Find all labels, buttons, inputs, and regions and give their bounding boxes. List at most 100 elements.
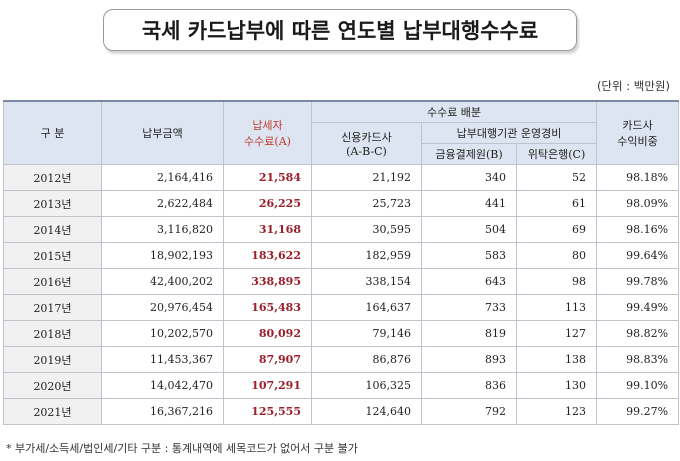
header-trust-bank: 위탁은행(C) <box>515 143 598 165</box>
cell-ratio: 98.16% <box>596 216 680 243</box>
cell-payment: 14,042,470 <box>101 372 224 399</box>
table-body: 2012년 2,164,416 21,584 21,192 340 52 98.18% 201… <box>3 164 680 425</box>
header-revenue-line1: 카드사 <box>622 119 653 132</box>
cell-fin-inst: 792 <box>421 398 517 425</box>
cell-payment: 2,164,416 <box>101 164 224 191</box>
cell-card: 21,192 <box>311 164 422 191</box>
cell-fee: 107,291 <box>223 372 312 399</box>
table-row: 2016년 42,400,202 338,895 338,154 643 98 99.78% <box>3 268 680 295</box>
cell-ratio: 98.09% <box>596 190 680 217</box>
cell-year: 2021년 <box>3 398 102 425</box>
header-card-line2: (A-B-C) <box>346 145 387 158</box>
table-row: 2021년 16,367,216 125,555 124,640 792 123 99.27… <box>3 398 680 425</box>
cell-trust-bank: 113 <box>515 294 598 321</box>
cell-fee: 87,907 <box>223 346 312 373</box>
cell-payment: 10,202,570 <box>101 320 224 347</box>
table-row: 2014년 3,116,820 31,168 30,595 504 69 98.16% <box>3 216 680 243</box>
header-fin-inst: 금융결제원(B) <box>421 143 517 165</box>
cell-payment: 11,453,367 <box>101 346 224 373</box>
cell-fin-inst: 819 <box>421 320 517 347</box>
header-card: 신용카드사 (A-B-C) <box>311 122 422 165</box>
header-fee-dist: 수수료 배분 <box>310 100 598 123</box>
cell-fee: 31,168 <box>223 216 312 243</box>
cell-card: 30,595 <box>311 216 422 243</box>
cell-ratio: 99.10% <box>596 372 680 399</box>
cell-card: 106,325 <box>311 372 422 399</box>
title-box: 국세 카드납부에 따른 연도별 납부대행수수료 <box>103 9 577 51</box>
cell-fin-inst: 340 <box>421 164 517 191</box>
table-row: 2020년 14,042,470 107,291 106,325 836 130 99.10… <box>3 372 680 399</box>
cell-fin-inst: 836 <box>421 372 517 399</box>
cell-fee: 26,225 <box>223 190 312 217</box>
cell-year: 2014년 <box>3 216 102 243</box>
cell-fin-inst: 643 <box>421 268 517 295</box>
cell-trust-bank: 69 <box>515 216 598 243</box>
page-title: 국세 카드납부에 따른 연도별 납부대행수수료 <box>141 19 539 43</box>
header-taxpayer-fee-line2: 수수료(A) <box>244 135 291 148</box>
cell-card: 182,959 <box>311 242 422 269</box>
fee-table: 구 분 납부금액 납세자 수수료(A) 수수료 배분 카드사 수익비중 신용카드… <box>3 100 680 425</box>
table-row: 2015년 18,902,193 183,622 182,959 583 80 99.64% <box>3 242 680 269</box>
header-payment: 납부금액 <box>101 100 224 165</box>
cell-year: 2016년 <box>3 268 102 295</box>
cell-payment: 20,976,454 <box>101 294 224 321</box>
cell-ratio: 98.83% <box>596 346 680 373</box>
cell-fee: 183,622 <box>223 242 312 269</box>
cell-fee: 125,555 <box>223 398 312 425</box>
cell-fee: 338,895 <box>223 268 312 295</box>
cell-trust-bank: 127 <box>515 320 598 347</box>
cell-card: 25,723 <box>311 190 422 217</box>
cell-trust-bank: 123 <box>515 398 598 425</box>
cell-fee: 165,483 <box>223 294 312 321</box>
cell-fin-inst: 733 <box>421 294 517 321</box>
table-row: 2012년 2,164,416 21,584 21,192 340 52 98.18% <box>3 164 680 191</box>
cell-ratio: 98.82% <box>596 320 680 347</box>
cell-card: 164,637 <box>311 294 422 321</box>
cell-trust-bank: 138 <box>515 346 598 373</box>
cell-year: 2017년 <box>3 294 102 321</box>
cell-card: 86,876 <box>311 346 422 373</box>
cell-trust-bank: 80 <box>515 242 598 269</box>
header-taxpayer-fee-line1: 납세자 <box>252 119 283 132</box>
cell-ratio: 99.49% <box>596 294 680 321</box>
header-card-line1: 신용카드사 <box>341 131 392 144</box>
cell-year: 2012년 <box>3 164 102 191</box>
cell-payment: 2,622,484 <box>101 190 224 217</box>
cell-card: 79,146 <box>311 320 422 347</box>
cell-fin-inst: 583 <box>421 242 517 269</box>
table-row: 2013년 2,622,484 26,225 25,723 441 61 98.09% <box>3 190 680 217</box>
cell-year: 2018년 <box>3 320 102 347</box>
cell-ratio: 99.64% <box>596 242 680 269</box>
footnote: * 부가세/소득세/법인세/기타 구분 : 통계내역에 세목코드가 없어서 구분… <box>6 442 358 455</box>
cell-fee: 21,584 <box>223 164 312 191</box>
cell-fee: 80,092 <box>223 320 312 347</box>
cell-payment: 16,367,216 <box>101 398 224 425</box>
cell-year: 2013년 <box>3 190 102 217</box>
cell-payment: 18,902,193 <box>101 242 224 269</box>
header-taxpayer-fee: 납세자 수수료(A) <box>223 100 312 165</box>
cell-card: 124,640 <box>311 398 422 425</box>
table-row: 2019년 11,453,367 87,907 86,876 893 138 98.83% <box>3 346 680 373</box>
table-row: 2018년 10,202,570 80,092 79,146 819 127 98.82% <box>3 320 680 347</box>
cell-fin-inst: 893 <box>421 346 517 373</box>
cell-year: 2020년 <box>3 372 102 399</box>
cell-fin-inst: 441 <box>421 190 517 217</box>
cell-payment: 3,116,820 <box>101 216 224 243</box>
cell-trust-bank: 98 <box>515 268 598 295</box>
cell-year: 2019년 <box>3 346 102 373</box>
cell-ratio: 98.18% <box>596 164 680 191</box>
cell-ratio: 99.78% <box>596 268 680 295</box>
header-revenue-line2: 수익비중 <box>617 135 658 148</box>
cell-trust-bank: 61 <box>515 190 598 217</box>
header-gubun: 구 분 <box>3 100 102 165</box>
cell-payment: 42,400,202 <box>101 268 224 295</box>
cell-year: 2015년 <box>3 242 102 269</box>
header-revenue: 카드사 수익비중 <box>596 100 680 165</box>
cell-card: 338,154 <box>311 268 422 295</box>
cell-ratio: 99.27% <box>596 398 680 425</box>
unit-label: (단위 : 백만원) <box>596 79 670 93</box>
cell-fin-inst: 504 <box>421 216 517 243</box>
cell-trust-bank: 52 <box>515 164 598 191</box>
table-row: 2017년 20,976,454 165,483 164,637 733 113 99.49… <box>3 294 680 321</box>
cell-trust-bank: 130 <box>515 372 598 399</box>
